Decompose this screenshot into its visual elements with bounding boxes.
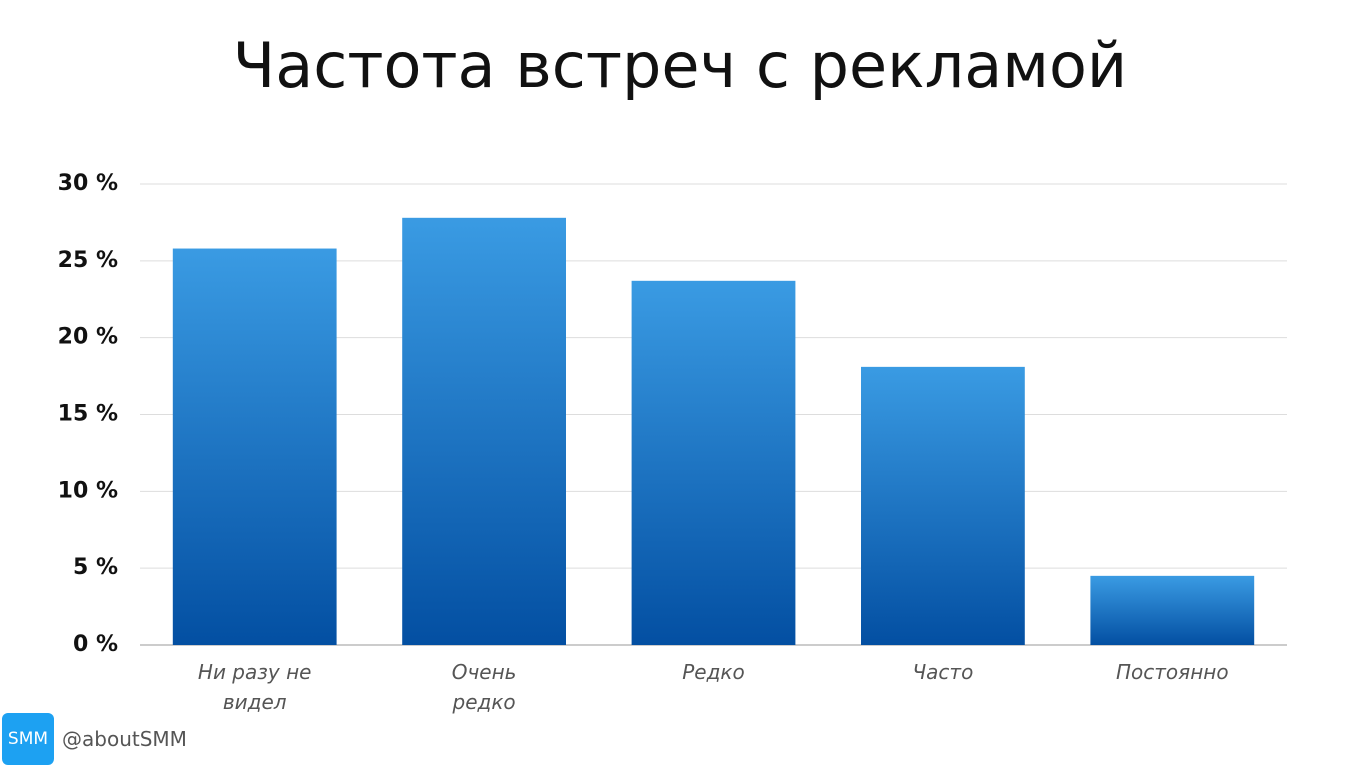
- x-tick-label: Часто: [912, 660, 974, 684]
- y-tick-label: 15 %: [58, 402, 118, 427]
- bar: [861, 366, 1025, 645]
- bar: [402, 217, 566, 645]
- y-tick-label: 25 %: [58, 248, 118, 273]
- x-tick-label: Редко: [682, 660, 745, 684]
- bar: [631, 280, 796, 645]
- y-tick-label: 20 %: [58, 325, 118, 350]
- bar: [172, 248, 337, 646]
- y-tick-label: 0 %: [73, 632, 118, 657]
- y-tick-label: 30 %: [58, 171, 118, 196]
- handle: @aboutSMM: [62, 727, 187, 751]
- y-tick-label: 10 %: [58, 478, 118, 503]
- x-tick-label: Очень редко: [451, 660, 517, 714]
- x-tick-label: Ни разу не видел: [197, 660, 312, 714]
- logo: SMM: [2, 713, 54, 765]
- y-tick-label: 5 %: [73, 555, 118, 580]
- chart-title: Частота встреч с рекламой: [233, 29, 1127, 102]
- bar: [1090, 575, 1255, 645]
- x-tick-label: Постоянно: [1116, 660, 1229, 684]
